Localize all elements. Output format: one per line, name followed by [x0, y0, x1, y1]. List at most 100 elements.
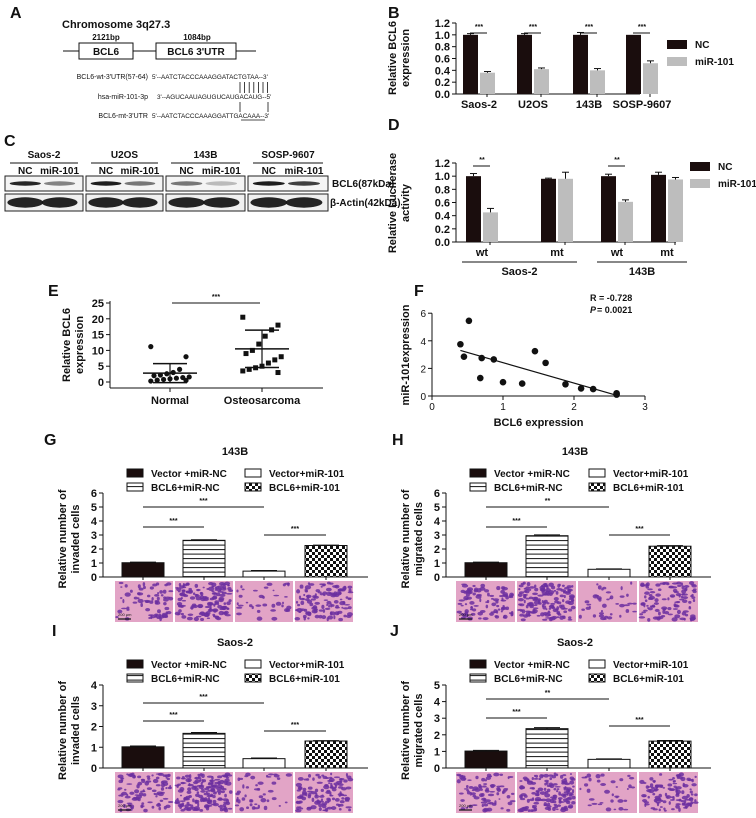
significance-label: *** — [635, 526, 643, 533]
data-point — [275, 370, 281, 376]
cell-blob — [553, 596, 559, 601]
bar-mir-101 — [643, 63, 658, 94]
cell-blob — [149, 586, 154, 590]
cell-blob — [653, 788, 659, 791]
cell-blob — [474, 587, 479, 592]
cell-blob — [338, 786, 344, 789]
cell-blob — [138, 587, 144, 591]
cell-blob — [563, 786, 569, 789]
cell-blob — [625, 609, 630, 613]
bar-mir-101 — [483, 212, 498, 242]
cell-blob — [138, 792, 144, 797]
cell-blob — [586, 603, 592, 606]
cell-blob — [143, 599, 151, 602]
cell-blob — [657, 798, 662, 802]
cell-blob — [163, 596, 167, 600]
cell-blob — [333, 776, 341, 779]
cell-blob — [501, 597, 504, 602]
cell-blob — [155, 776, 160, 780]
chart-title: 143B — [222, 446, 248, 458]
cell-blob — [523, 595, 527, 599]
cell-blob — [688, 606, 691, 608]
cell-blob — [184, 804, 189, 809]
micrograph-image — [174, 581, 234, 622]
cell-blob — [519, 786, 526, 789]
bcl6-band — [44, 181, 76, 186]
cell-blob — [540, 584, 544, 588]
cell-blob — [217, 585, 224, 589]
legend-label: miR-101 — [718, 179, 756, 190]
cell-blob — [140, 602, 143, 608]
cell-blob — [263, 586, 269, 589]
x-tick-label: Osteosarcoma — [224, 395, 301, 407]
lane-label-nc: NC — [18, 166, 32, 177]
cell-blob — [176, 602, 183, 606]
cell-blob — [121, 607, 128, 610]
cell-blob — [320, 798, 324, 802]
cell-blob — [151, 774, 154, 777]
cell-blob — [195, 596, 202, 601]
cell-blob — [198, 785, 205, 790]
cell-blob — [592, 614, 597, 618]
cell-blob — [322, 809, 327, 812]
cell-blob — [623, 604, 630, 607]
cell-blob — [178, 609, 182, 613]
legend-label: BCL6+miR-NC — [151, 674, 220, 685]
cell-blob — [569, 595, 575, 599]
chart-H: 143B Vector +miR-NC BCL6+miR-NC Vector+miR-… — [400, 446, 711, 622]
y-tick-label: 0 — [98, 377, 104, 389]
cell-blob — [679, 617, 686, 621]
cell-blob — [301, 796, 307, 801]
cell-blob — [519, 807, 525, 813]
cell-blob — [567, 805, 573, 809]
cell-blob — [632, 610, 637, 613]
cell-blob — [266, 582, 273, 586]
chart-E: 0 5 10 15 20 25 Relative BCL6 expression Normal O… — [61, 294, 323, 407]
cell-blob — [672, 782, 678, 785]
cell-blob — [559, 774, 564, 779]
cell-blob — [630, 786, 636, 789]
y-axis-label: Relative BCL6 — [61, 308, 73, 382]
cell-blob — [559, 594, 565, 598]
cell-blob — [552, 783, 558, 786]
cell-blob — [226, 592, 233, 595]
cell-blob — [609, 595, 614, 600]
cell-blob — [493, 772, 500, 777]
cell-blob — [141, 778, 146, 783]
bcl6-band — [9, 181, 41, 186]
cell-blob — [203, 612, 210, 617]
cell-blob — [611, 793, 614, 797]
cell-blob — [682, 784, 689, 788]
cell-blob — [251, 605, 254, 610]
cell-blob — [207, 789, 212, 792]
cell-blob — [146, 775, 151, 778]
cell-blob — [174, 611, 181, 616]
significance-label: ** — [479, 157, 485, 164]
gene-box — [78, 42, 134, 60]
cell-blob — [484, 799, 491, 803]
cell-blob — [226, 607, 229, 610]
cell-blob — [564, 777, 567, 781]
cell-blob — [655, 801, 661, 804]
cell-blob — [118, 779, 124, 784]
cell-blob — [496, 792, 500, 796]
cell-blob — [329, 786, 336, 789]
cell-blob — [330, 806, 337, 810]
cell-blob — [556, 790, 559, 793]
cell-blob — [561, 584, 565, 587]
cell-blob — [487, 592, 490, 597]
data-point — [278, 354, 284, 360]
cell-blob — [160, 594, 164, 597]
cell-blob — [535, 774, 539, 778]
legend-swatch — [690, 179, 710, 188]
cell-blob — [487, 793, 495, 797]
y-axis-label: activity — [400, 183, 412, 222]
legend-label: miR-101 — [695, 57, 734, 68]
significance-label: *** — [635, 717, 643, 724]
cell-blob — [307, 790, 313, 793]
cell-blob — [609, 613, 613, 616]
cell-blob — [130, 807, 133, 811]
cell-blob — [296, 789, 301, 792]
cell-blob — [302, 790, 307, 795]
actin-band — [41, 197, 78, 208]
